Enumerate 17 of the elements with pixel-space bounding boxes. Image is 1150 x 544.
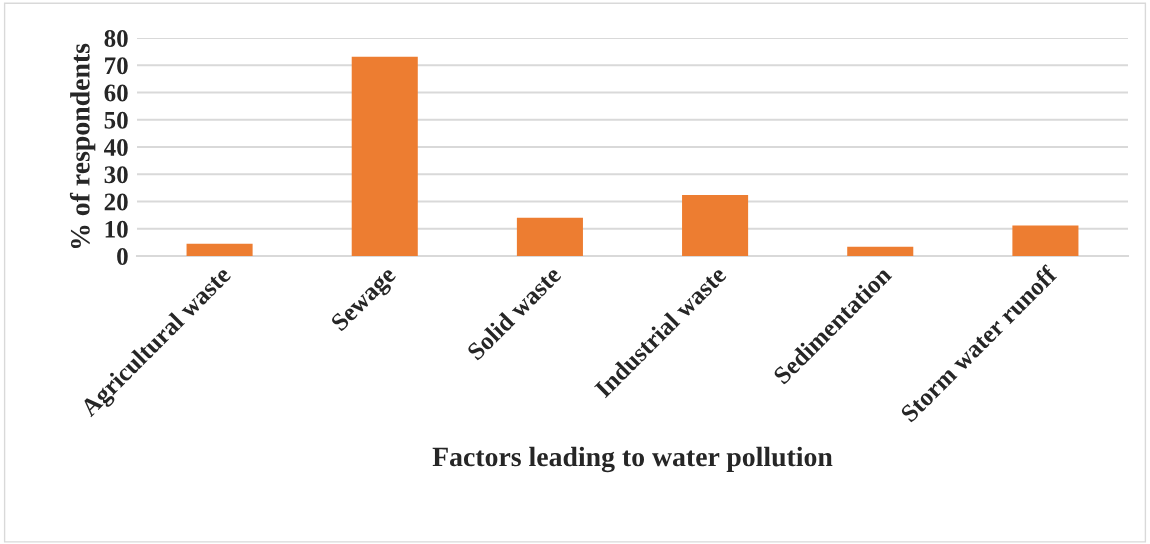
y-tick-label: 10	[105, 220, 128, 238]
y-tick-label: 50	[104, 111, 128, 129]
y-tick-label: 70	[105, 57, 128, 75]
bar	[351, 56, 418, 256]
x-axis-title: Factors leading to water pollution	[432, 446, 833, 473]
bar	[847, 246, 914, 256]
y-tick-label: 60	[104, 84, 128, 102]
bar	[1012, 225, 1079, 256]
y-axis-title: % of respondents	[69, 43, 96, 249]
y-tick-label: 40	[104, 139, 128, 156]
y-tick-label: 80	[104, 30, 128, 47]
bar	[186, 243, 253, 256]
bar	[516, 217, 583, 256]
bar	[682, 194, 749, 256]
y-tick-label: 20	[104, 193, 128, 211]
y-tick-label: 30	[104, 166, 128, 184]
y-tick-label: 0	[117, 248, 128, 265]
